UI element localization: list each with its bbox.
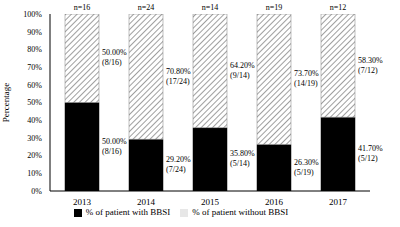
svg-text:64.20%(9/14): 64.20%(9/14) (230, 61, 255, 80)
svg-text:20%: 20% (27, 151, 42, 160)
svg-text:n=24: n=24 (138, 3, 155, 12)
svg-text:50%: 50% (27, 98, 42, 107)
svg-text:90%: 90% (27, 28, 42, 37)
svg-text:Percentage: Percentage (1, 83, 11, 122)
svg-text:70%: 70% (27, 63, 42, 72)
svg-text:n=19: n=19 (266, 3, 283, 12)
svg-text:80%: 80% (27, 45, 42, 54)
svg-text:70.80%(17/24): 70.80%(17/24) (166, 66, 191, 85)
html-text:% of patient with BBSI: % of patient with BBSI (85, 207, 171, 217)
html-text:% of patient without BBSI: % of patient without BBSI (192, 207, 289, 217)
svg-text:0%: 0% (31, 187, 42, 196)
svg-text:30%: 30% (27, 134, 42, 143)
svg-text:10%: 10% (27, 169, 42, 178)
svg-text:n=12: n=12 (330, 3, 347, 12)
svg-text:26.30%(5/19): 26.30%(5/19) (294, 158, 319, 177)
svg-text:60%: 60% (27, 81, 42, 90)
svg-text:50.00%(8/16): 50.00%(8/16) (102, 48, 127, 67)
svg-text:2013: 2013 (73, 197, 92, 207)
svg-text:73.70%(14/19): 73.70%(14/19) (294, 69, 319, 88)
svg-text:2015: 2015 (201, 197, 220, 207)
svg-text:29.20%(7/24): 29.20%(7/24) (166, 155, 191, 174)
svg-text:35.80%(5/14): 35.80%(5/14) (230, 149, 255, 168)
svg-text:2016: 2016 (265, 197, 284, 207)
svg-text:n=16: n=16 (74, 3, 91, 12)
svg-text:40%: 40% (27, 116, 42, 125)
svg-text:50.00%(8/16): 50.00%(8/16) (102, 137, 127, 156)
svg-text:2014: 2014 (137, 197, 156, 207)
svg-text:n=14: n=14 (202, 3, 219, 12)
svg-text:58.30%(7/12): 58.30%(7/12) (358, 55, 383, 74)
svg-text:100%: 100% (23, 10, 42, 19)
svg-text:2017: 2017 (329, 197, 348, 207)
svg-text:41.70%(5/12): 41.70%(5/12) (358, 144, 383, 163)
